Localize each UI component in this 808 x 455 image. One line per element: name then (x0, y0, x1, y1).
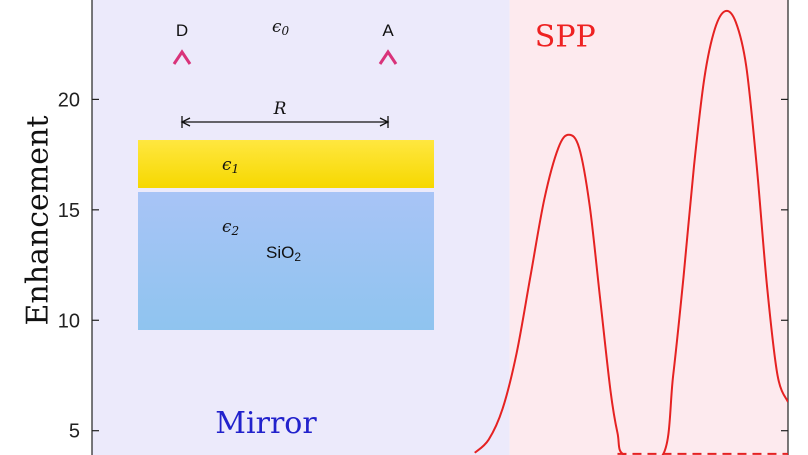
eps1-layer (138, 140, 434, 188)
region-spp (509, 0, 788, 455)
sio2-substrate (138, 192, 434, 330)
region-label-spp: SPP (535, 19, 596, 54)
eps2-label: ϵ2 (222, 217, 239, 238)
series-line-solid (474, 9, 788, 455)
y-tick-label: 20 (58, 89, 80, 111)
acceptor-dipole-arrow (378, 49, 398, 92)
separation-arrow (180, 116, 390, 128)
acceptor-label: A (382, 21, 394, 40)
separation-label: R (273, 99, 287, 119)
substrate-label: SiO2 (266, 243, 301, 264)
region-label-mirror: Mirror (215, 406, 317, 441)
eps0-label: ϵ0 (272, 17, 290, 38)
donor-dipole-arrow (172, 49, 192, 92)
y-tick-label: 10 (58, 310, 80, 332)
inset-schematic: D A ϵ0 R ϵ1 ϵ2 SiO2 (138, 17, 434, 330)
eps1-label: ϵ1 (222, 155, 239, 176)
y-tick-label: 15 (58, 200, 80, 222)
y-tick-label: 5 (69, 421, 80, 443)
donor-label: D (176, 21, 188, 40)
